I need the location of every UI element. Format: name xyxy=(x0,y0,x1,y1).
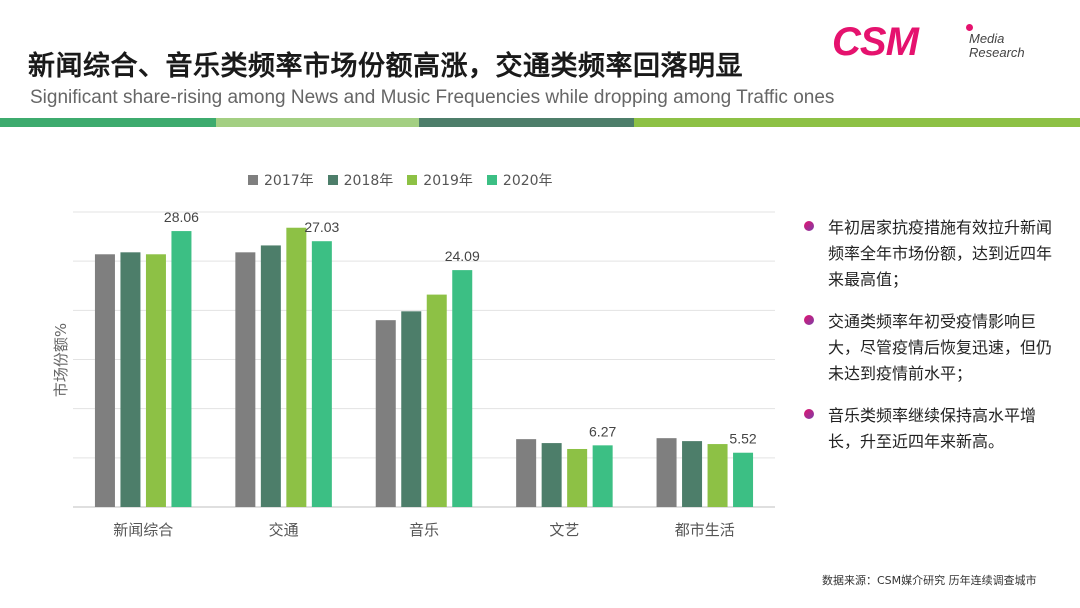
insight-item: 交通类频率年初受疫情影响巨大，尽管疫情后恢复迅速，但仍未达到疫情前水平； xyxy=(802,309,1064,387)
legend-item: 2018年 xyxy=(327,170,394,190)
csm-logo: CSM Media Research xyxy=(832,20,1042,65)
bar xyxy=(707,444,728,507)
legend-item: 2019年 xyxy=(407,170,473,190)
x-tick-label: 新闻综合 xyxy=(113,521,173,539)
legend-label: 2019年 xyxy=(423,173,473,189)
x-tick-label: 文艺 xyxy=(549,521,579,539)
bar xyxy=(401,311,422,507)
bar xyxy=(145,254,166,507)
data-label: 28.06 xyxy=(164,209,199,225)
header-stripe-2 xyxy=(216,118,419,127)
legend-label: 2020年 xyxy=(502,173,553,189)
bar xyxy=(541,443,562,507)
bar xyxy=(260,245,281,507)
legend-label: 2018年 xyxy=(343,173,394,189)
x-tick-label: 音乐 xyxy=(409,521,439,539)
insight-item: 音乐类频率继续保持高水平增长，升至近四年来新高。 xyxy=(802,403,1064,455)
data-label: 27.03 xyxy=(304,219,339,235)
legend-swatch xyxy=(248,175,258,185)
page-title: 新闻综合、音乐类频率市场份额高涨，交通类频率回落明显 xyxy=(28,51,743,82)
bullet-dot-icon xyxy=(804,409,814,419)
y-axis-label: 市场份额% xyxy=(52,323,70,397)
logo-subtext-line1: Media xyxy=(969,31,1005,46)
page-subtitle: Significant share-rising among News and … xyxy=(30,87,835,108)
bar xyxy=(94,254,115,507)
bar xyxy=(733,452,754,507)
insight-list: 年初居家抗疫措施有效拉升新闻频率全年市场份额，达到近四年来最高值； 交通类频率年… xyxy=(802,215,1064,471)
x-tick-label: 都市生活 xyxy=(675,521,735,539)
logo-subtext-line2: Research xyxy=(969,45,1025,60)
bullet-dot-icon xyxy=(804,315,814,325)
legend-swatch xyxy=(407,175,418,185)
insight-text: 交通类频率年初受疫情影响巨大，尽管疫情后恢复迅速，但仍未达到疫情前水平； xyxy=(828,312,1053,383)
data-label: 6.27 xyxy=(589,423,616,439)
bar xyxy=(682,441,703,507)
legend-item: 2020年 xyxy=(486,170,553,190)
legend-item: 2017年 xyxy=(248,170,314,190)
insight-text: 音乐类频率继续保持高水平增长，升至近四年来新高。 xyxy=(828,406,1037,451)
logo-subtext: Media Research xyxy=(969,32,1025,60)
bar xyxy=(656,438,677,507)
legend-swatch xyxy=(486,175,497,185)
bar xyxy=(567,448,588,507)
insight-item: 年初居家抗疫措施有效拉升新闻频率全年市场份额，达到近四年来最高值； xyxy=(802,215,1064,293)
bar xyxy=(286,227,307,507)
legend-label: 2017年 xyxy=(264,173,314,189)
header-stripe-4 xyxy=(634,118,1080,127)
bar xyxy=(592,445,613,507)
bar xyxy=(426,294,447,507)
data-label: 24.09 xyxy=(445,248,480,264)
bar xyxy=(120,252,141,507)
legend-swatch xyxy=(327,175,338,185)
insight-text: 年初居家抗疫措施有效拉升新闻频率全年市场份额，达到近四年来最高值； xyxy=(828,218,1053,289)
data-label: 5.52 xyxy=(729,431,756,447)
header-stripe-3 xyxy=(419,118,634,127)
bar xyxy=(516,439,537,507)
x-tick-label: 交通 xyxy=(269,521,299,539)
data-source-note: 数据来源：CSM媒介研究 历年连续调查城市 xyxy=(822,574,1037,587)
header-stripe-1 xyxy=(0,118,216,127)
bar xyxy=(311,241,332,507)
bullet-dot-icon xyxy=(804,221,814,231)
logo-dot xyxy=(966,24,973,31)
chart-legend: 2017年 2018年 2019年 2020年 xyxy=(248,170,553,190)
bar xyxy=(235,252,256,507)
bar xyxy=(171,231,192,507)
bar xyxy=(452,270,473,507)
logo-mark: CSM xyxy=(832,20,919,64)
bar xyxy=(375,320,396,507)
